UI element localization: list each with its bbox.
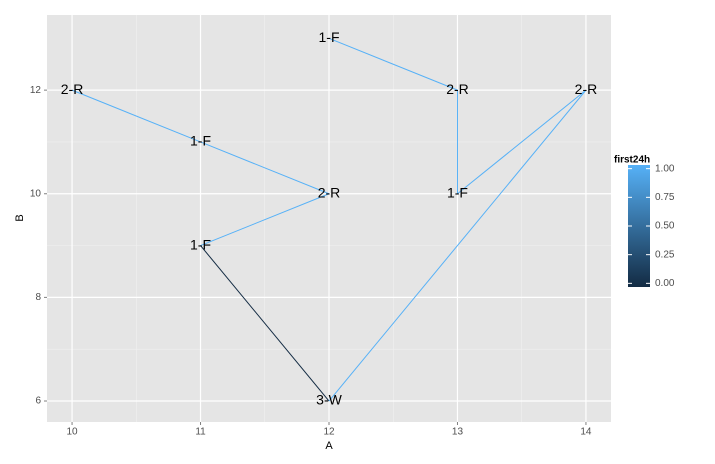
x-tick-label: 10 (66, 427, 78, 438)
point-label: 1-F (190, 133, 211, 149)
path-segment (328, 89, 587, 402)
point-label: 1-F (319, 29, 340, 45)
y-tick-label: 6 (35, 396, 41, 407)
point-label: 2-R (575, 81, 598, 97)
y-tick-label: 8 (35, 292, 41, 303)
colorbar-label: 1.00 (655, 163, 675, 174)
path-segment (328, 37, 458, 91)
x-axis-title: A (325, 440, 333, 452)
point-label: 2-R (318, 184, 341, 200)
x-tick-label: 12 (323, 427, 335, 438)
colorbar-label: 0.75 (655, 192, 675, 203)
path-segment (200, 141, 330, 195)
point-label: 2-R (446, 81, 469, 97)
path-segment (200, 245, 330, 402)
point-label: 3-W (316, 392, 342, 408)
colorbar-label: 0.25 (655, 249, 675, 260)
point-label: 1-F (447, 184, 468, 200)
path-segment (200, 193, 330, 247)
y-tick-label: 12 (30, 85, 42, 96)
y-axis-title: B (14, 214, 26, 221)
colorbar-label: 0.00 (655, 278, 675, 289)
y-tick-label: 10 (30, 188, 42, 199)
point-label: 2-R (61, 81, 84, 97)
x-tick-label: 11 (195, 427, 206, 438)
colorbar-label: 0.50 (655, 221, 675, 232)
legend-title: first24h (614, 155, 650, 166)
point-label: 1-F (190, 236, 211, 252)
x-tick-label: 13 (452, 427, 464, 438)
colorbar (628, 165, 650, 287)
x-tick-label: 14 (580, 427, 592, 438)
path-segment (457, 89, 587, 195)
path-segment (71, 89, 201, 143)
